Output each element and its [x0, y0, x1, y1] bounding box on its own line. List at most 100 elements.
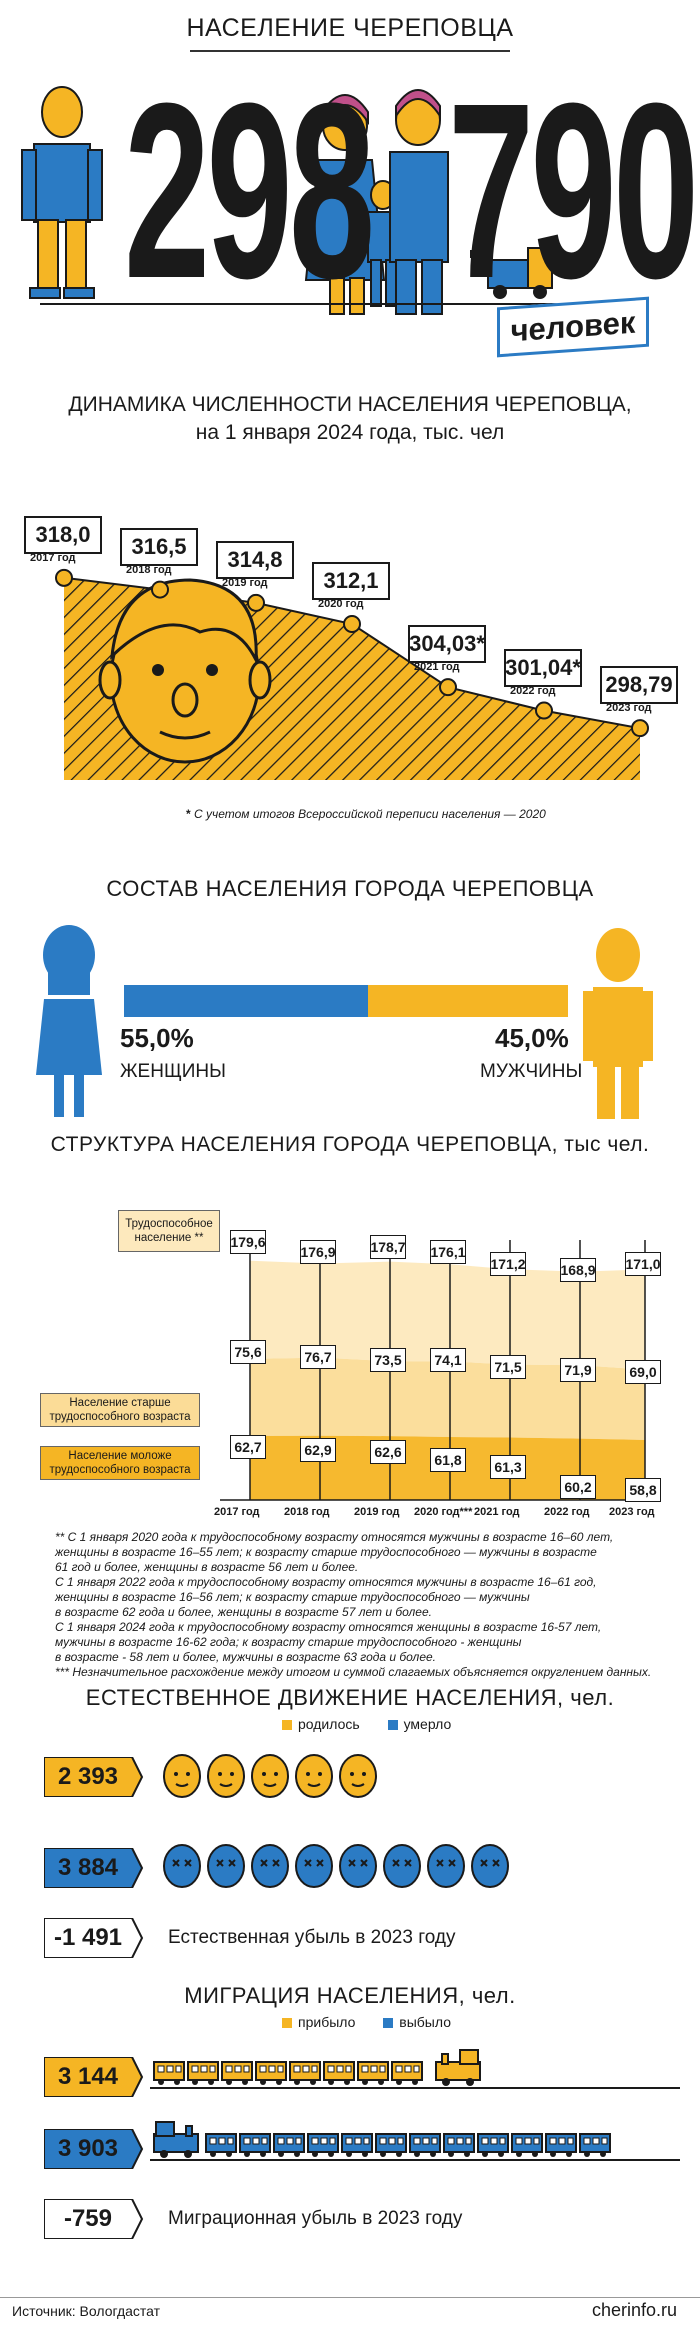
footnote-text: С учетом итогов Всероссийской переписи н…	[194, 807, 546, 821]
structure-note-line: в возрасте - 58 лет и более, мужчины в в…	[55, 1650, 436, 1664]
structure-note-line: в возрасте 62 года и более, женщины в во…	[55, 1605, 432, 1619]
dynamics-value-label: 301,04*	[504, 648, 582, 687]
dynamics-value-label: 298,79	[600, 666, 678, 705]
left-value: 3 903	[57, 2135, 119, 2162]
structure-notes: ** С 1 января 2020 года к трудоспособном…	[55, 1530, 655, 1680]
migration-title: МИГРАЦИЯ НАСЕЛЕНИЯ, чел.	[184, 1983, 516, 2008]
composition-bar	[124, 985, 568, 1017]
unit-label: человек	[510, 304, 636, 349]
born-value: 2 393	[57, 1763, 119, 1790]
structure-value-label: 179,6	[230, 1230, 266, 1254]
legend-working: Трудоспособное население **	[118, 1210, 220, 1252]
dynamics-point	[55, 568, 73, 587]
site-link[interactable]: cherinfo.ru	[592, 2300, 678, 2320]
structure-value-label: 76,7	[300, 1345, 336, 1369]
structure-title: СТРУКТУРА НАСЕЛЕНИЯ ГОРОДА ЧЕРЕПОВЦА, ты…	[50, 1133, 650, 1156]
structure-value-label: 61,8	[430, 1448, 466, 1472]
died-value: 3 884	[57, 1854, 119, 1881]
woman-figure	[304, 94, 386, 315]
arrived-value: 3 144	[57, 2063, 119, 2090]
legend-born-label: родилось	[298, 1716, 360, 1732]
dynamics-year-label: 2022 год	[510, 684, 556, 697]
dynamics-title-line2: на 1 января 2024 года, тыс. чел	[195, 421, 505, 444]
dynamics-point	[439, 678, 457, 697]
structure-value-label: 168,9	[560, 1258, 596, 1282]
structure-chart	[220, 1240, 660, 1501]
truck-icon	[487, 247, 553, 299]
structure-note-line: *** Незначительное расхождение между ито…	[55, 1665, 652, 1679]
structure-value-label: 71,9	[560, 1358, 596, 1382]
man-left-figure	[21, 86, 103, 299]
dynamics-point	[343, 615, 361, 633]
legend-died-label: умерло	[403, 1716, 452, 1732]
structure-year-label: 2021 год	[474, 1506, 520, 1518]
legend-in-label: прибыло	[298, 2014, 356, 2030]
dynamics-value-label: 314,8	[216, 540, 294, 579]
migration-balance-value: -759	[63, 2205, 113, 2232]
left-locomotive-icon	[153, 2121, 199, 2158]
structure-value-label: 58,8	[625, 1478, 661, 1502]
face-illustration	[98, 578, 272, 764]
natural-balance-value: -1 491	[53, 1924, 123, 1951]
str-working-area	[250, 1260, 645, 1370]
dynamics-year-label: 2019 год	[222, 576, 268, 589]
dynamics-year-label: 2020 год	[318, 598, 364, 610]
structure-value-label: 176,9	[300, 1240, 336, 1264]
structure-value-label: 60,2	[560, 1475, 596, 1499]
dynamics-title: ДИНАМИКА ЧИСЛЕННОСТИ НАСЕЛЕНИЯ ЧЕРЕПОВЦА…	[0, 391, 700, 447]
men-pct: 45,0%	[495, 1023, 569, 1053]
dynamics-value-label: 312,1	[312, 562, 390, 600]
man-right-figure	[389, 89, 449, 315]
footer-divider	[0, 2297, 700, 2298]
structure-note-line: женщины в возрасте 16–56 лет; к возрасту…	[55, 1590, 530, 1604]
legend-died-swatch	[387, 1720, 398, 1731]
arrived-tag-shape	[44, 2057, 144, 2097]
faces-row	[163, 1754, 509, 1888]
woman-silhouette-icon	[36, 925, 102, 1117]
migration-legend: прибыло выбыло	[282, 2014, 451, 2030]
structure-value-label: 62,9	[300, 1438, 336, 1462]
dynamics-year-label: 2021 год	[414, 661, 460, 674]
structure-year-label: 2018 год	[284, 1506, 330, 1518]
dynamics-footnote: * С учетом итогов Всероссийской переписи…	[186, 807, 546, 822]
structure-year-label: 2020 год***	[414, 1506, 473, 1518]
natural-balance-tag-shape	[44, 1918, 144, 1958]
structure-value-label: 171,2	[490, 1252, 526, 1276]
dynamics-value-label: 304,03*	[408, 625, 486, 664]
dynamics-year-label: 2018 год	[126, 563, 172, 576]
structure-year-label: 2022 год	[544, 1506, 590, 1518]
died-faces	[163, 1844, 509, 1888]
arrived-locomotive-icon	[435, 2049, 481, 2086]
structure-year-label: 2023 год	[609, 1506, 655, 1518]
died-tag-shape	[44, 1848, 144, 1888]
structure-value-label: 62,6	[370, 1440, 406, 1464]
structure-value-label: 75,6	[230, 1340, 266, 1364]
natural-legend: родилось умерло	[282, 1716, 451, 1732]
legend-born-swatch	[282, 1720, 292, 1731]
title-underline	[190, 50, 510, 52]
migration-balance-tag-shape	[44, 2199, 144, 2239]
structure-note-line: 61 год и более, женщины в возрасте 56 ле…	[55, 1560, 359, 1574]
legend-older: Население старше трудоспособного возраст…	[40, 1393, 200, 1427]
dynamics-point	[247, 593, 265, 612]
natural-balance-caption: Естественная убыль в 2023 году	[168, 1927, 456, 1948]
dynamics-point	[151, 580, 169, 599]
dynamics-value-label: 318,0	[24, 515, 102, 554]
born-faces	[163, 1754, 377, 1798]
str-older-area	[250, 1357, 645, 1440]
structure-note-line: ** С 1 января 2020 года к трудоспособном…	[55, 1530, 614, 1544]
women-label: ЖЕНЩИНЫ	[120, 1061, 226, 1082]
legend-out-label: выбыло	[399, 2014, 451, 2030]
structure-value-label: 74,1	[430, 1348, 466, 1372]
structure-value-label: 73,5	[370, 1348, 406, 1372]
man-silhouette-icon	[583, 928, 653, 1119]
dynamics-title-line1: ДИНАМИКА ЧИСЛЕННОСТИ НАСЕЛЕНИЯ ЧЕРЕПОВЦА…	[68, 393, 632, 416]
big-number-right: 790	[448, 51, 699, 330]
structure-note-line: С 1 января 2024 года к трудоспособному в…	[55, 1620, 602, 1634]
dynamics-year-label: 2017 год	[30, 551, 76, 564]
legend-in-swatch	[282, 2018, 292, 2029]
structure-value-label: 178,7	[370, 1235, 406, 1259]
decimal-dot	[470, 250, 478, 258]
natural-title: ЕСТЕСТВЕННОЕ ДВИЖЕНИЕ НАСЕЛЕНИЯ, чел.	[85, 1685, 615, 1710]
legend-younger: Население моложе трудоспособного возраст…	[40, 1446, 200, 1480]
